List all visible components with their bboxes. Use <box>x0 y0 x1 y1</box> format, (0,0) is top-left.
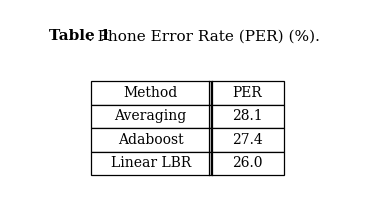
Text: . Phone Error Rate (PER) (%).: . Phone Error Rate (PER) (%). <box>88 29 320 43</box>
Text: Table 1: Table 1 <box>49 29 111 43</box>
Text: Adaboost: Adaboost <box>118 133 184 147</box>
Text: Method: Method <box>124 86 178 100</box>
Text: Averaging: Averaging <box>115 109 187 123</box>
Text: PER: PER <box>233 86 262 100</box>
Text: Linear LBR: Linear LBR <box>111 156 191 171</box>
Text: 28.1: 28.1 <box>232 109 263 123</box>
Text: 27.4: 27.4 <box>232 133 263 147</box>
Text: 26.0: 26.0 <box>232 156 263 171</box>
